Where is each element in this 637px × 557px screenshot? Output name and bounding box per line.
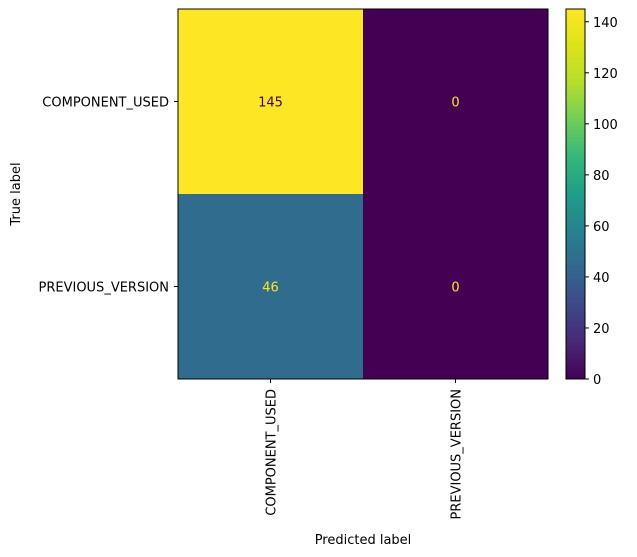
y-tick-label: COMPONENT_USED	[42, 96, 169, 111]
cell-value-label: 0	[451, 96, 459, 111]
colorbar-gradient	[565, 8, 586, 380]
colorbar-tick-label: 20	[593, 322, 610, 337]
x-tick-label: PREVIOUS_VERSION	[450, 389, 465, 520]
cell-value-label: 0	[451, 281, 459, 296]
colorbar: 0 20 40 60 80 100 120 140	[565, 8, 618, 388]
colorbar-tick-label: 0	[593, 373, 601, 388]
cell-value-label: 46	[262, 281, 279, 296]
colorbar-tick-label: 40	[593, 271, 610, 286]
cell-value-label: 145	[258, 96, 283, 111]
x-tick-label: COMPONENT_USED	[265, 389, 280, 516]
heatmap-cell	[178, 194, 363, 379]
heatmap-cell	[363, 194, 548, 379]
cell-value-labels: 145 0 46 0	[258, 96, 460, 296]
heatmap-cells	[177, 8, 549, 380]
heatmap-cell	[178, 9, 363, 194]
colorbar-tick-label: 100	[593, 118, 618, 133]
colorbar-tick-label: 120	[593, 67, 618, 82]
heatmap-cell	[363, 9, 548, 194]
x-axis-label: Predicted label	[315, 533, 412, 548]
y-axis-ticks: COMPONENT_USED PREVIOUS_VERSION	[39, 96, 178, 296]
y-tick-label: PREVIOUS_VERSION	[39, 281, 170, 296]
x-axis-ticks: COMPONENT_USED PREVIOUS_VERSION	[265, 379, 465, 520]
colorbar-tick-label: 60	[593, 220, 610, 235]
colorbar-tick-label: 140	[593, 16, 618, 31]
y-axis-label: True label	[9, 162, 24, 226]
plot-frame	[177, 8, 549, 380]
colorbar-tick-label: 80	[593, 169, 610, 184]
